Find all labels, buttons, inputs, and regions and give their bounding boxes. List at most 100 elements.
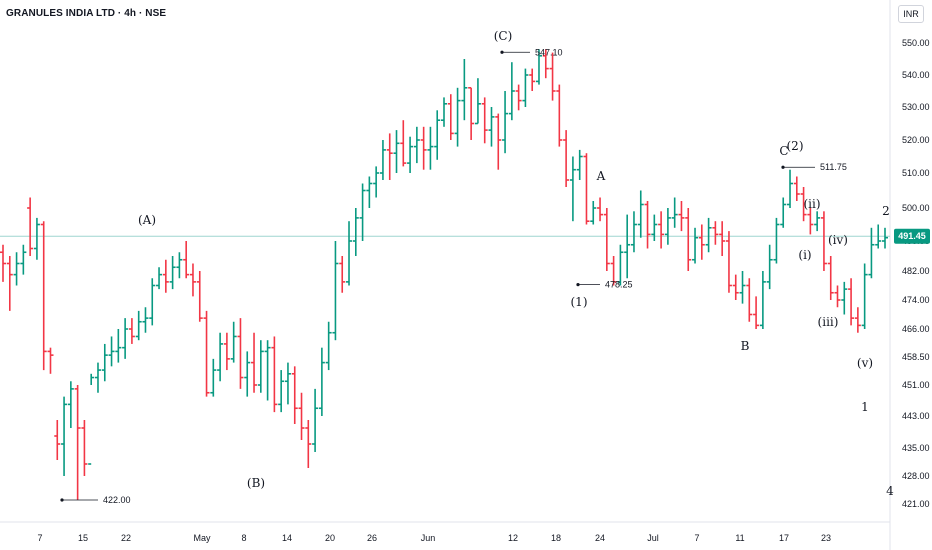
- ohlc-bar: [807, 208, 814, 235]
- ohlc-bar: [74, 385, 81, 500]
- time-tick-label: 11: [735, 533, 744, 543]
- ohlc-bar: [664, 208, 671, 245]
- ohlc-bar: [108, 336, 115, 367]
- ohlc-bar: [94, 362, 101, 393]
- wave-label: (v): [857, 356, 873, 370]
- wave-label: (2): [787, 139, 804, 153]
- ohlc-bar: [515, 84, 522, 111]
- ohlc-bar: [0, 244, 6, 282]
- ohlc-bar: [441, 97, 447, 127]
- ohlc-bar: [54, 420, 61, 460]
- wave-label: (C): [494, 29, 513, 43]
- ohlc-bar: [597, 197, 604, 222]
- price-tick-label: 421.00: [902, 499, 930, 509]
- wave-label: A: [596, 169, 606, 183]
- ohlc-bar: [203, 310, 210, 397]
- ohlc-bar: [379, 140, 386, 180]
- ohlc-bar: [868, 227, 875, 279]
- price-tick-label: 550.00: [902, 38, 930, 48]
- ohlc-bar: [671, 197, 678, 228]
- price-tick-label: 443.00: [902, 411, 930, 421]
- ohlc-bar: [400, 120, 407, 167]
- time-tick-label: 17: [779, 533, 789, 543]
- ohlc-bar: [637, 190, 644, 238]
- wave-label: (iii): [818, 315, 839, 329]
- time-tick-label: 22: [121, 533, 131, 543]
- price-callout: 547.10: [500, 47, 563, 57]
- ohlc-bar: [556, 84, 563, 147]
- price-callout: 511.75: [781, 162, 847, 172]
- time-tick-label: 8: [241, 533, 246, 543]
- ohlc-bar: [630, 211, 637, 253]
- ohlc-bar: [244, 351, 251, 397]
- ohlc-bar: [583, 153, 590, 225]
- ohlc-bar: [787, 169, 794, 208]
- time-tick-label: 7: [694, 533, 699, 543]
- ohlc-bar: [81, 420, 88, 476]
- ohlc-bar: [366, 176, 373, 208]
- price-tick-label: 428.00: [902, 471, 930, 481]
- ohlc-bar: [223, 332, 230, 371]
- time-tick-label: 18: [551, 533, 561, 543]
- callout-value: 511.75: [820, 162, 847, 172]
- price-tick-label: 482.00: [902, 266, 930, 276]
- ohlc-bar: [814, 211, 821, 232]
- ohlc-bar: [535, 49, 542, 85]
- ohlc-bar: [318, 347, 325, 416]
- ohlc-bar: [705, 217, 712, 253]
- ohlc-bar: [651, 214, 658, 241]
- ohlc-bar: [176, 252, 183, 279]
- wave-label: 1: [861, 400, 869, 414]
- time-tick-label: Jul: [647, 533, 659, 543]
- ohlc-bar: [67, 381, 74, 428]
- ohlc-bar: [413, 126, 420, 164]
- ohlc-bar: [542, 49, 549, 79]
- ohlc-bar: [325, 321, 332, 371]
- wave-label: 2: [882, 204, 890, 218]
- ohlc-bar: [678, 201, 685, 232]
- ohlc-bar: [27, 197, 34, 256]
- ohlc-bar: [149, 278, 156, 326]
- ohlc-bar: [759, 271, 766, 329]
- ohlc-bar: [549, 52, 556, 101]
- ohlc-bar: [658, 211, 665, 249]
- ohlc-bar: [61, 396, 68, 476]
- currency-button[interactable]: INR: [898, 5, 924, 23]
- wave-label: C: [779, 144, 788, 158]
- ohlc-bar: [278, 370, 285, 413]
- ohlc-bar: [522, 68, 529, 107]
- ohlc-bar: [820, 211, 827, 271]
- ohlc-bar: [434, 110, 441, 160]
- ohlc-bar: [88, 373, 95, 465]
- ohlc-bar: [271, 336, 278, 413]
- ohlc-bar: [624, 214, 631, 279]
- ohlc-bar: [576, 149, 583, 180]
- wave-label: (A): [138, 213, 156, 227]
- ohlc-bar: [495, 113, 502, 170]
- ohlc-bar: [753, 296, 760, 329]
- ohlc-bar: [264, 340, 271, 401]
- callout-value: 547.10: [535, 47, 563, 57]
- price-tick-label: 435.00: [902, 443, 930, 453]
- ohlc-bar: [251, 332, 258, 393]
- ohlc-bar: [468, 87, 475, 140]
- ohlc-bar: [800, 187, 807, 222]
- ohlc-bar: [841, 281, 848, 315]
- price-tick-label: 520.00: [902, 135, 930, 145]
- ohlc-bar: [407, 136, 414, 173]
- wave-label: (ii): [803, 197, 820, 211]
- ohlc-bar: [488, 107, 495, 147]
- wave-label: (i): [798, 248, 811, 262]
- ohlc-bar: [115, 329, 122, 363]
- ohlc-bar: [746, 278, 753, 322]
- time-tick-label: May: [193, 533, 211, 543]
- ohlc-bar: [291, 366, 298, 424]
- time-tick-label: 26: [367, 533, 377, 543]
- time-axis: 7 15 22 May 8 14 20 26 Jun 12 18 24 Jul 7 11 17 23: [37, 533, 831, 543]
- price-tick-label: 458.50: [902, 352, 930, 362]
- ohlc-bar: [610, 256, 617, 286]
- ohlc-bar: [217, 332, 224, 382]
- ohlc-bar: [692, 227, 699, 264]
- callout-value: 422.00: [103, 495, 131, 505]
